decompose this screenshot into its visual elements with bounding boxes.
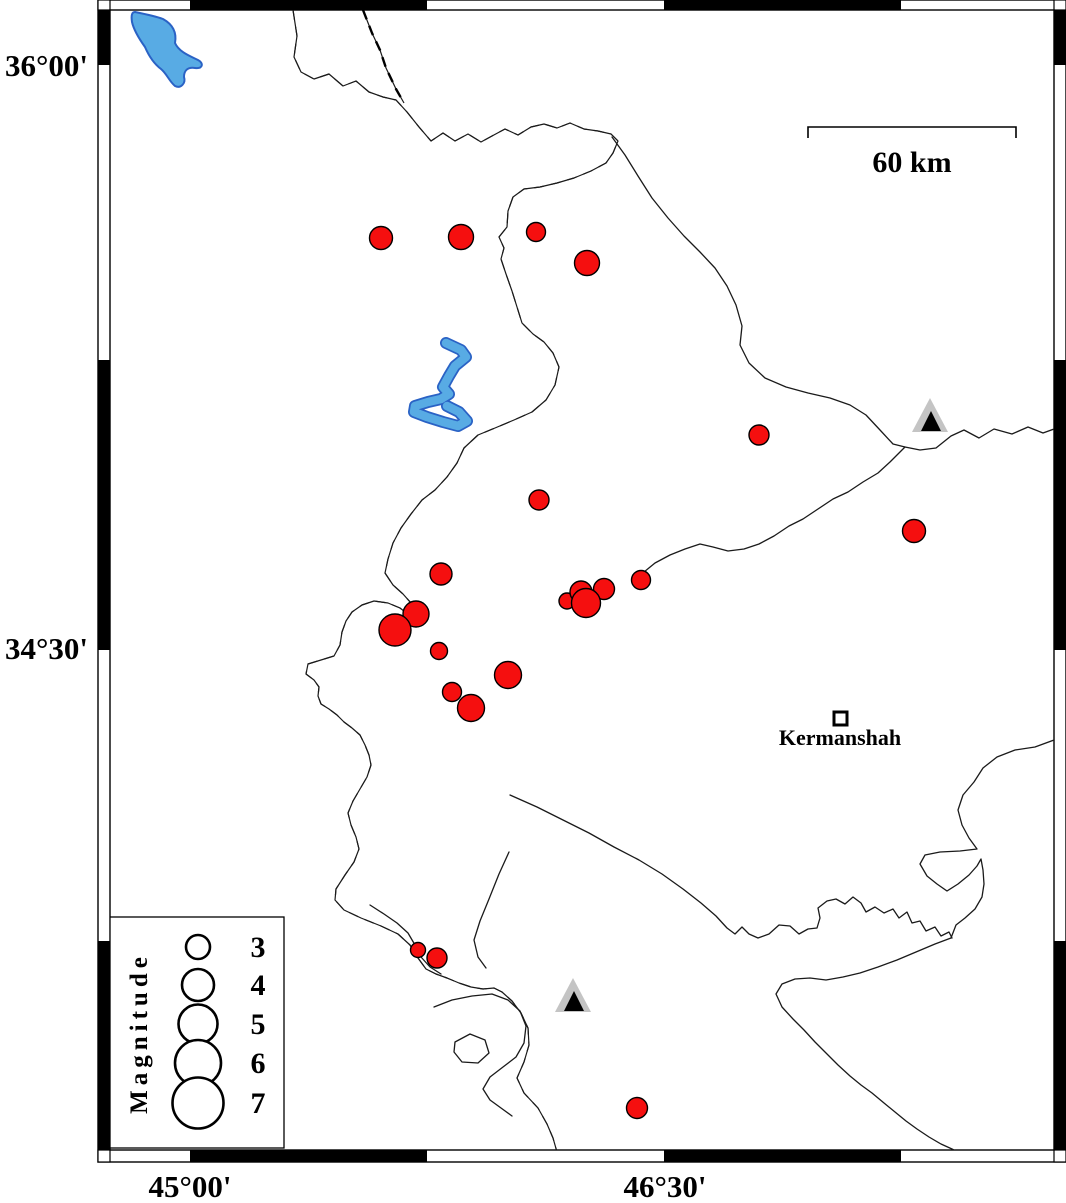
epicenter-marker [570,587,602,619]
epicenter-marker [402,600,430,628]
lat-label-36-00: 36°00' [5,48,88,83]
epicenter-marker [525,221,547,243]
epicenter-marker [429,562,453,586]
epicenter-marker [625,1096,649,1120]
legend-magnitude-label: 3 [251,931,266,964]
epicenter-marker [748,424,770,446]
legend-magnitude-label: 5 [251,1008,266,1041]
epicenter-marker [630,569,652,591]
lon-label-45-00: 45°00' [148,1169,231,1203]
river-lines [369,136,1054,1150]
epicenter-marker [426,947,448,969]
legend-magnitude-circle [171,1076,225,1130]
legend-magnitude-label: 6 [251,1047,266,1080]
station-markers [555,398,948,1012]
map-frame [97,0,1066,1163]
epicenter-marker [901,518,927,544]
legend-size-circles [171,933,225,1130]
legend-magnitude-circle [177,1003,219,1045]
station-triangle-inner-icon [564,991,584,1011]
lake-central [408,337,473,432]
epicenter-marker [368,225,394,251]
scale-bar-label: 60 km [872,146,951,179]
legend-magnitude-circle [184,933,212,961]
legend-title: Magnitude [126,952,153,1114]
epicenter-marker [409,941,427,959]
city-label: Kermanshah [779,725,901,750]
epicenter-marker [592,577,616,601]
epicenter-marker [573,249,601,277]
epicenter-marker [528,489,550,511]
epicenter-marker [378,613,412,647]
map-area [109,9,1055,1151]
legend-magnitude-label: 4 [251,969,266,1002]
legend-magnitude-label: 7 [251,1087,266,1120]
city-square-icon [832,710,849,727]
epicenter-marker [429,641,449,661]
lat-label-34-30: 34°30' [5,631,88,666]
axis-annotations: 36°00' 34°30' 45°00' 46°30' [5,48,707,1203]
scale-bar: 60 km [807,126,1017,179]
magnitude-legend: Magnitude 3 4 5 6 7 [110,916,285,1149]
epicenter-marker [456,693,486,723]
epicenter-marker [441,681,463,703]
legend-size-labels: 3 4 5 6 7 [251,931,266,1120]
epicenter-marker [447,223,475,251]
epicenter-marker [493,660,523,690]
station-triangle-inner-icon [921,411,941,431]
lake-northwest [130,11,203,88]
legend-magnitude-circle [180,967,216,1003]
epicenter-markers [368,221,927,1120]
lon-label-46-30: 46°30' [623,1169,706,1203]
country-border [291,10,620,1150]
city-kermanshah: Kermanshah [779,710,901,750]
